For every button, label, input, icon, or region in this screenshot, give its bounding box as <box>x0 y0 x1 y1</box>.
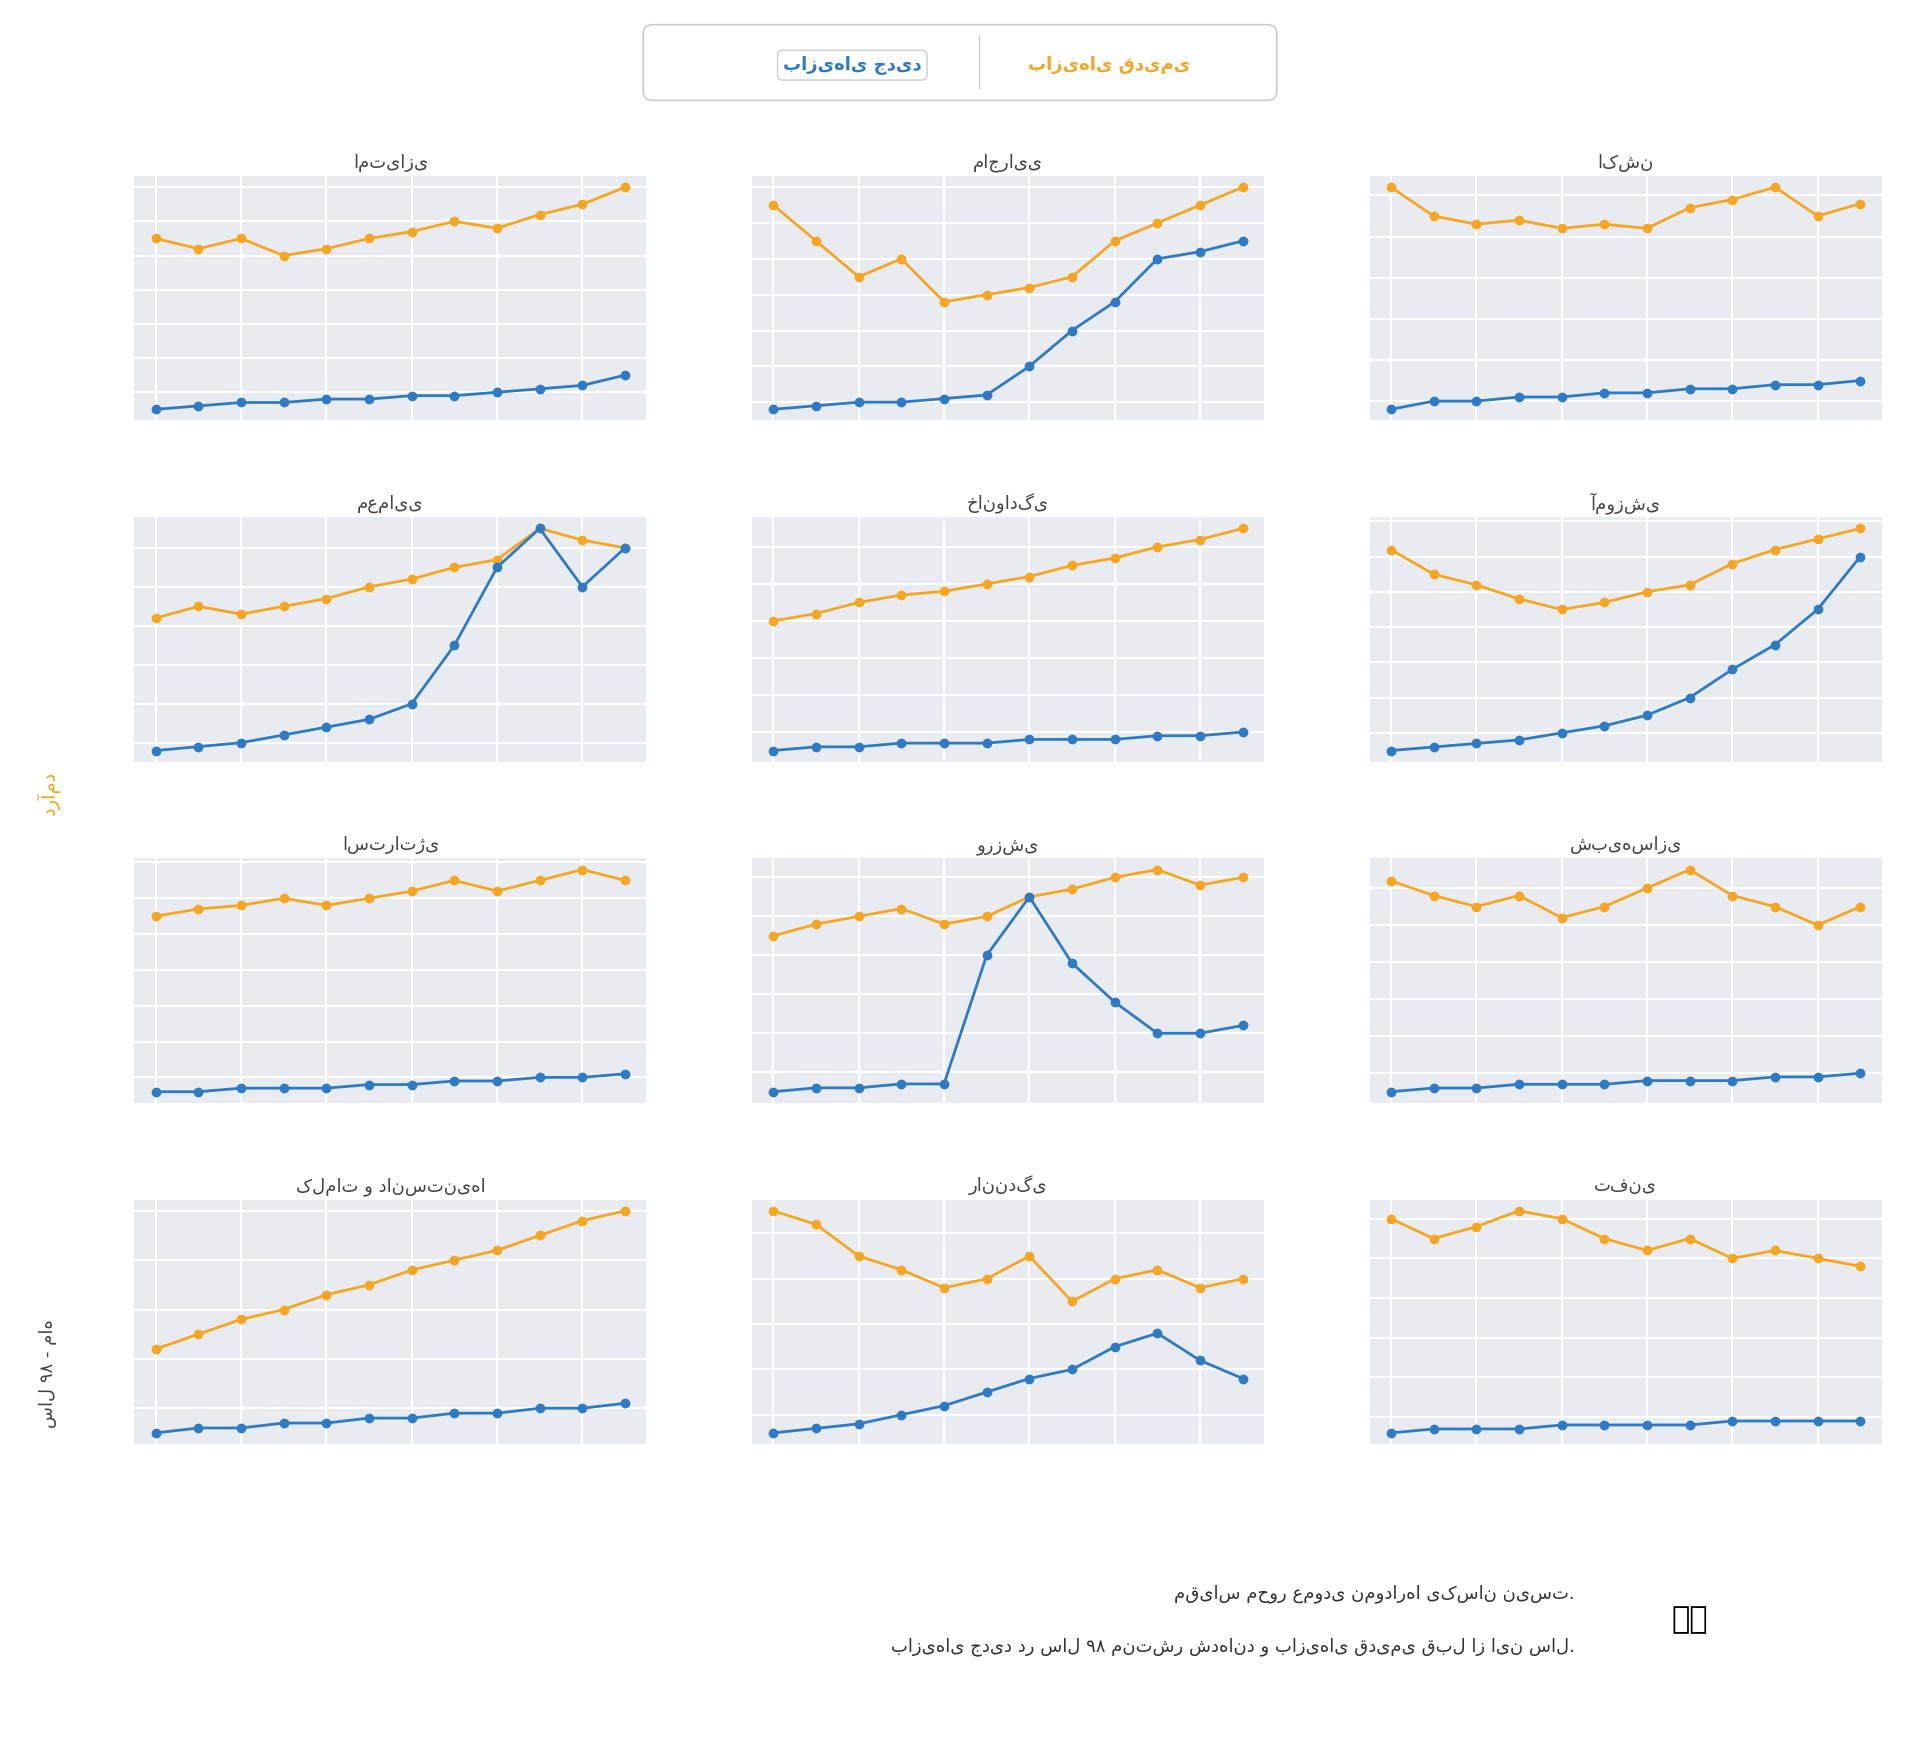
Title: اکشن: اکشن <box>1597 153 1653 173</box>
Title: استراتژی: استراتژی <box>342 836 440 854</box>
Text: بازی‌های جدید در سال ۹۸ منتشر شدهاند و بازی‌های قدیمی قبل از این سال.: بازی‌های جدید در سال ۹۸ منتشر شدهاند و ب… <box>891 1638 1574 1655</box>
Text: 🎲🎲: 🎲🎲 <box>1670 1606 1709 1634</box>
Title: کلمات و دانستنی‌ها: کلمات و دانستنی‌ها <box>296 1178 486 1196</box>
Text: درآمد: درآمد <box>36 770 60 815</box>
Text: بازی‌های قدیمی: بازی‌های قدیمی <box>1027 56 1190 74</box>
Title: آموزشی: آموزشی <box>1590 491 1661 514</box>
Text: مقیاس محور عمودی نمودارها یکسان نیست.: مقیاس محور عمودی نمودارها یکسان نیست. <box>1173 1585 1574 1603</box>
Title: ورزشی: ورزشی <box>977 836 1039 854</box>
Title: تفنی: تفنی <box>1594 1178 1657 1196</box>
Title: معمایی: معمایی <box>357 495 424 512</box>
Title: رانندگی: رانندگی <box>970 1176 1046 1196</box>
Title: شبیهسازی: شبیهسازی <box>1569 836 1682 854</box>
Title: امتیازی: امتیازی <box>353 153 428 173</box>
Text: سال ۹۸ - ماه: سال ۹۸ - ماه <box>38 1319 58 1428</box>
Title: خانوادگی: خانوادگی <box>968 493 1048 514</box>
Title: ماجرایی: ماجرایی <box>973 153 1043 173</box>
Text: بازی‌های جدید: بازی‌های جدید <box>783 56 922 74</box>
